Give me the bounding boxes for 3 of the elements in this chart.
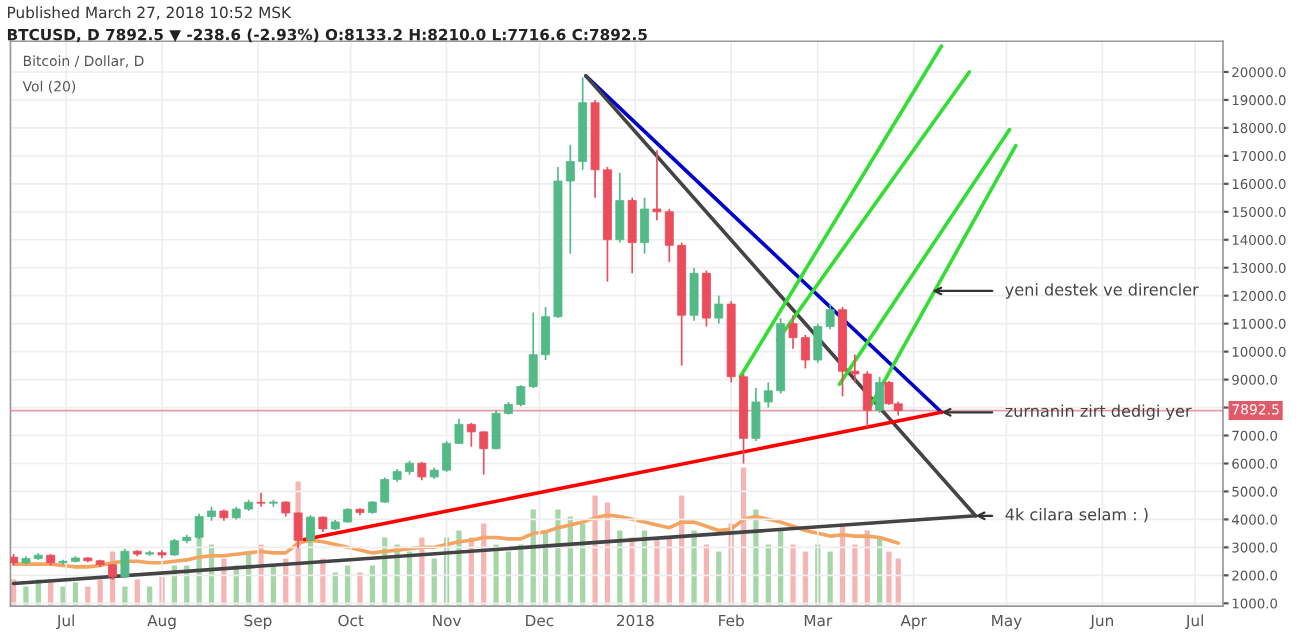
annotation: yeni destek ve direncler — [1005, 283, 1199, 299]
annotation: zurnanin zirt dedigi yer — [1005, 404, 1192, 421]
annotation: 4k cilara selam : ) — [1005, 507, 1148, 523]
